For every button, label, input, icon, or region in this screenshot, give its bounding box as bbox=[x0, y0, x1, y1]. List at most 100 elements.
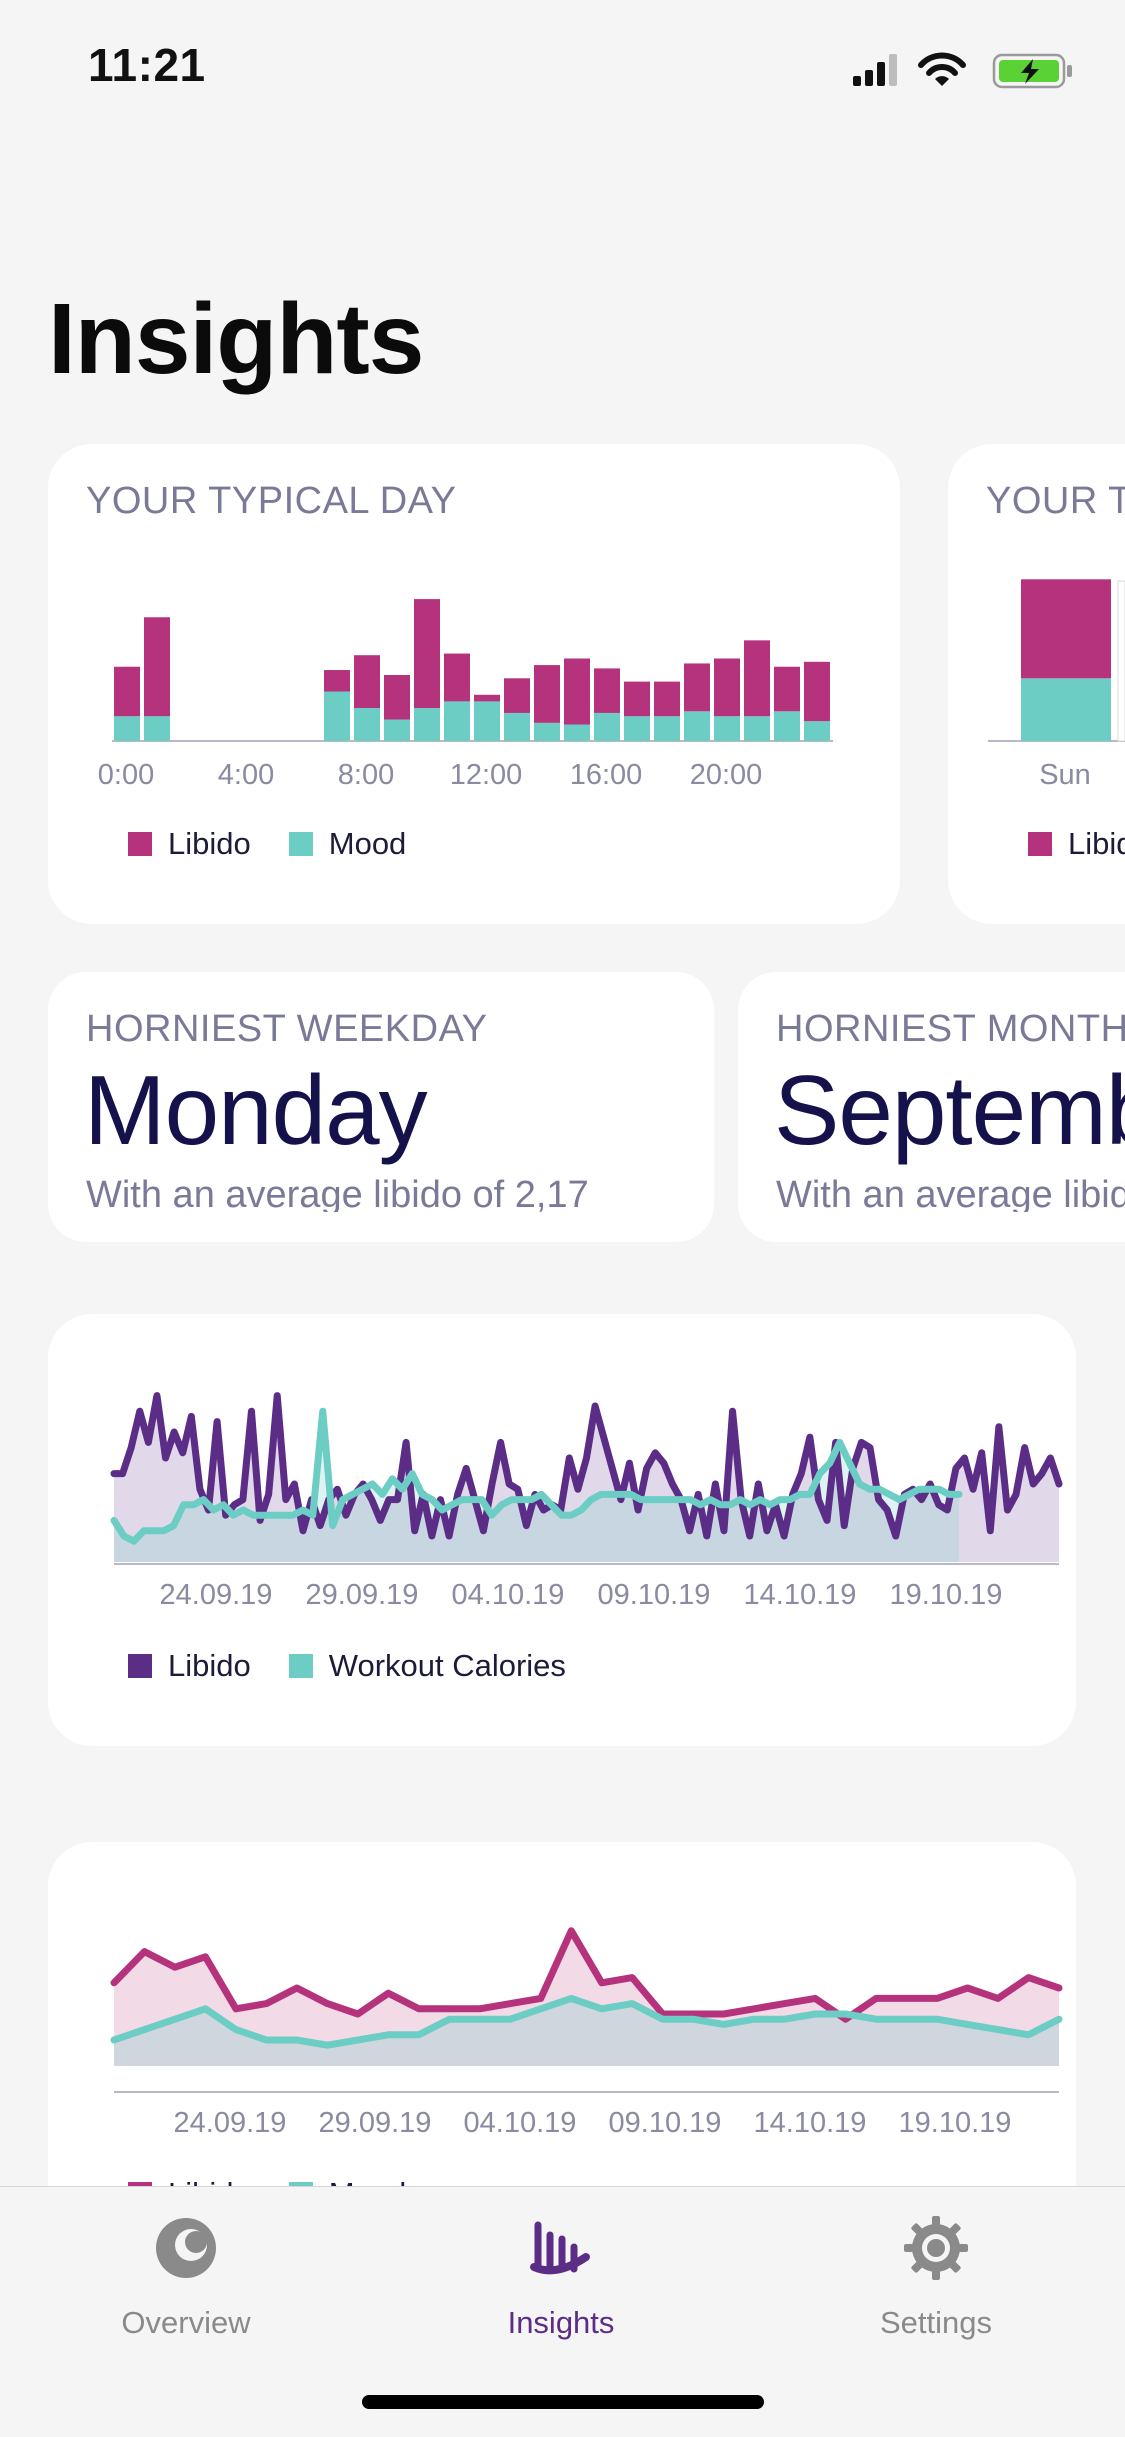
bar-mood bbox=[354, 708, 380, 741]
typical-week-legend: Libido bbox=[1028, 826, 1125, 862]
bar-mood bbox=[444, 701, 470, 741]
x-tick-label: 29.09.19 bbox=[306, 1579, 419, 1611]
bar-libido bbox=[384, 675, 410, 720]
tab-label: Overview bbox=[121, 2305, 251, 2340]
libido-workout-chart: 24.09.19 29.09.19 04.10.19 09.10.19 14.10.19… bbox=[110, 1392, 1063, 1611]
line-workout-calories bbox=[110, 1407, 963, 1545]
bar-libido bbox=[654, 681, 680, 717]
x-tick-label: Sun bbox=[1039, 759, 1091, 791]
bar-mood bbox=[624, 716, 650, 741]
legend-item-libido: Libido bbox=[128, 1648, 251, 1684]
x-tick-label: 4:00 bbox=[218, 759, 274, 791]
bar-libido bbox=[684, 663, 710, 712]
bar-libido bbox=[594, 668, 620, 713]
status-time: 11:21 bbox=[88, 39, 206, 91]
bar-libido bbox=[714, 658, 740, 717]
overview-icon bbox=[156, 2218, 216, 2278]
x-tick-label: 24.09.19 bbox=[174, 2107, 287, 2139]
card-title: YOUR TYPICAL DAY bbox=[86, 480, 457, 522]
bar-mood bbox=[744, 716, 770, 741]
bar-mood bbox=[504, 712, 530, 741]
libido-workout-card[interactable]: 24.09.19 29.09.19 04.10.19 09.10.19 14.10.19… bbox=[48, 1314, 1076, 1746]
tab-settings[interactable]: Settings bbox=[806, 2213, 1066, 2353]
typical-week-card[interactable]: YOUR TYPICAL WEEK Sun Libido bbox=[948, 444, 1125, 924]
bar-libido bbox=[624, 681, 650, 717]
card-title: HORNIEST WEEKDAY bbox=[86, 1008, 488, 1050]
bar-libido bbox=[414, 599, 440, 708]
legend-swatch-workout bbox=[288, 1654, 313, 1678]
typical-week-chart: Sun bbox=[988, 579, 1125, 791]
legend-label: Libido bbox=[1068, 826, 1125, 861]
bar-libido bbox=[324, 670, 350, 692]
x-tick-label: 04.10.19 bbox=[464, 2107, 577, 2139]
line-mood bbox=[110, 1994, 1063, 2049]
card-title: YOUR TYPICAL WEEK bbox=[986, 480, 1125, 522]
x-tick-label: 29.09.19 bbox=[319, 2107, 432, 2139]
bar-libido bbox=[804, 661, 830, 722]
legend-swatch-mood bbox=[288, 832, 313, 856]
x-tick-label: 20:00 bbox=[690, 759, 763, 791]
bar-mood bbox=[114, 716, 140, 741]
x-tick-label: 04.10.19 bbox=[452, 1579, 565, 1611]
bar-libido bbox=[144, 617, 170, 717]
tab-bar: Overview Insights bbox=[0, 2186, 1125, 2437]
horniest-weekday-card[interactable]: HORNIEST WEEKDAY Monday With an average … bbox=[48, 972, 714, 1242]
typical-day-legend: Libido Mood bbox=[128, 826, 444, 862]
x-tick-label: 12:00 bbox=[450, 759, 523, 791]
x-tick-label: 0:00 bbox=[98, 759, 154, 791]
bar-mood bbox=[144, 716, 170, 741]
x-tick-label: 24.09.19 bbox=[160, 1579, 273, 1611]
bar-libido bbox=[744, 640, 770, 717]
horniest-month-card[interactable]: HORNIEST MONTH September With an average… bbox=[738, 972, 1125, 1242]
bar-mood bbox=[804, 721, 830, 741]
x-tick-label: 09.10.19 bbox=[598, 1579, 711, 1611]
bar-mood bbox=[654, 716, 680, 741]
bar-libido bbox=[444, 653, 470, 702]
bar-libido bbox=[114, 666, 140, 717]
status-icons bbox=[853, 52, 1072, 89]
legend-swatch-libido bbox=[1028, 832, 1052, 856]
horniest-month-value: September bbox=[774, 1055, 1125, 1165]
x-tick-label: 8:00 bbox=[338, 759, 394, 791]
typical-day-card[interactable]: YOUR TYPICAL DAY 0:00 4:00 8:00 12:00 16:00 2… bbox=[48, 444, 900, 924]
x-tick-label: 19.10.19 bbox=[899, 2107, 1012, 2139]
card-title: HORNIEST MONTH bbox=[776, 1008, 1125, 1050]
bar-mood bbox=[594, 712, 620, 741]
settings-icon bbox=[904, 2216, 968, 2280]
bar-mood bbox=[474, 701, 500, 741]
legend-item-libido: Libido bbox=[128, 826, 251, 862]
signal-icon bbox=[853, 54, 897, 86]
bar-mood bbox=[384, 719, 410, 741]
bar-mood bbox=[324, 691, 350, 741]
home-indicator bbox=[362, 2395, 764, 2409]
line-libido bbox=[110, 1392, 1063, 1540]
x-tick-label: 09.10.19 bbox=[609, 2107, 722, 2139]
page-title: Insights bbox=[48, 283, 424, 395]
bar-libido bbox=[534, 665, 560, 723]
bar-libido bbox=[564, 658, 590, 725]
libido-mood-chart: 24.09.19 29.09.19 04.10.19 09.10.19 14.10.19… bbox=[110, 1927, 1063, 2139]
horniest-weekday-subtitle: With an average libido of 2,17 bbox=[86, 1174, 589, 1212]
legend-label: Mood bbox=[328, 826, 407, 861]
bar-libido bbox=[774, 666, 800, 712]
tab-label: Settings bbox=[879, 2305, 992, 2340]
bar-libido bbox=[1021, 579, 1111, 679]
tab-overview[interactable]: Overview bbox=[56, 2213, 316, 2353]
tab-label: Insights bbox=[507, 2305, 615, 2340]
status-bar: 11:21 bbox=[0, 0, 1125, 132]
bar-mood bbox=[684, 711, 710, 741]
typical-day-chart: 0:00 4:00 8:00 12:00 16:00 20:00 bbox=[98, 599, 833, 791]
legend-swatch-libido bbox=[128, 832, 152, 856]
battery-icon bbox=[992, 53, 1072, 89]
bar-libido bbox=[354, 655, 380, 708]
legend-label: Workout Calories bbox=[328, 1648, 566, 1683]
libido-workout-legend: Libido Workout Calories bbox=[128, 1648, 604, 1684]
x-tick-label: 16:00 bbox=[570, 759, 643, 791]
horniest-month-subtitle: With an average libido of bbox=[776, 1174, 1125, 1212]
bar-mood bbox=[1021, 678, 1111, 741]
line-libido bbox=[110, 1927, 1063, 2023]
x-tick-label: 14.10.19 bbox=[744, 1579, 857, 1611]
bar-mood bbox=[714, 716, 740, 741]
tab-insights[interactable]: Insights bbox=[431, 2213, 691, 2353]
area-libido bbox=[114, 1930, 1059, 2066]
